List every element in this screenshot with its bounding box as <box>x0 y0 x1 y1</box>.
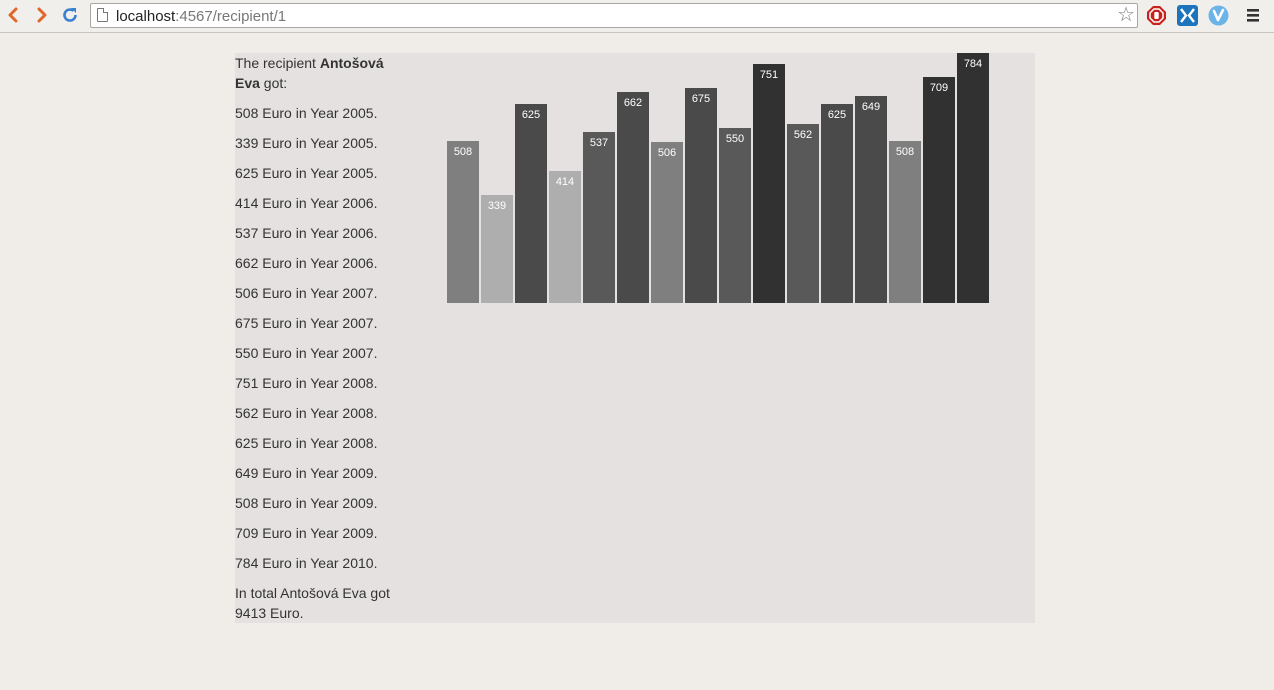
chart-bar <box>617 92 649 303</box>
bar-value-label: 562 <box>794 129 812 141</box>
forward-icon[interactable] <box>32 5 52 25</box>
entry-line: 662 Euro in Year 2006. <box>235 255 378 271</box>
bar-value-label: 709 <box>930 82 948 94</box>
entry-line: 550 Euro in Year 2007. <box>235 345 378 361</box>
vimium-icon[interactable] <box>1208 5 1229 26</box>
chart-bar <box>515 104 547 303</box>
chart-bar <box>651 142 683 303</box>
recipient-text: The recipient Antošová Eva got: 508 Euro… <box>235 53 405 633</box>
bar-value-label: 550 <box>726 133 744 145</box>
entry-line: 649 Euro in Year 2009. <box>235 465 378 481</box>
recipient-name: Antošová Eva <box>235 55 384 91</box>
chart-bar <box>821 104 853 303</box>
extension-icon[interactable] <box>1177 5 1198 26</box>
bar-value-label: 414 <box>556 176 574 188</box>
entry-line: 339 Euro in Year 2005. <box>235 135 378 151</box>
bar-value-label: 339 <box>488 200 506 212</box>
bar-value-label: 508 <box>454 146 472 158</box>
entry-line: 537 Euro in Year 2006. <box>235 225 378 241</box>
entry-line: 709 Euro in Year 2009. <box>235 525 378 541</box>
chart-bar <box>719 128 751 303</box>
chart-bar <box>923 77 955 303</box>
bar-value-label: 662 <box>624 97 642 109</box>
chart-bar <box>855 96 887 303</box>
entry-line: 625 Euro in Year 2008. <box>235 435 378 451</box>
chart-bar <box>957 53 989 303</box>
chart-bar <box>583 132 615 303</box>
entry-line: 751 Euro in Year 2008. <box>235 375 378 391</box>
bar-chart: 508 339 625 414 537 662 506 675 550 751 562 625 649 5… <box>447 53 989 303</box>
chart-bar <box>685 88 717 303</box>
browser-toolbar: localhost:4567/recipient/1 ☆ <box>0 0 1274 33</box>
bar-value-label: 625 <box>522 109 540 121</box>
intro-line: The recipient Antošová Eva got: <box>235 55 384 91</box>
bar-value-label: 506 <box>658 147 676 159</box>
entry-line: 506 Euro in Year 2007. <box>235 285 378 301</box>
chart-bar <box>889 141 921 303</box>
bar-value-label: 751 <box>760 69 778 81</box>
chart-bar <box>549 171 581 303</box>
chart-bar <box>447 141 479 303</box>
back-icon[interactable] <box>3 5 23 25</box>
adblock-icon[interactable] <box>1146 5 1167 26</box>
star-icon[interactable]: ☆ <box>1117 4 1135 26</box>
chart-bar <box>481 195 513 303</box>
bar-value-label: 537 <box>590 137 608 149</box>
entry-line: 625 Euro in Year 2005. <box>235 165 378 181</box>
chart-bar <box>753 64 785 303</box>
entry-line: 508 Euro in Year 2005. <box>235 105 378 121</box>
entry-line: 414 Euro in Year 2006. <box>235 195 378 211</box>
entries-list: 508 Euro in Year 2005. 339 Euro in Year 2… <box>235 103 405 573</box>
entry-line: 562 Euro in Year 2008. <box>235 405 378 421</box>
chart-bar <box>787 124 819 303</box>
bar-value-label: 508 <box>896 146 914 158</box>
page-icon <box>97 8 108 22</box>
entry-line: 784 Euro in Year 2010. <box>235 555 378 571</box>
content-panel: The recipient Antošová Eva got: 508 Euro… <box>235 53 1035 623</box>
bar-value-label: 784 <box>964 58 982 70</box>
entry-line: 675 Euro in Year 2007. <box>235 315 378 331</box>
entry-line: 508 Euro in Year 2009. <box>235 495 378 511</box>
menu-icon[interactable] <box>1243 5 1264 26</box>
address-bar[interactable]: localhost:4567/recipient/1 ☆ <box>90 3 1138 28</box>
total-line: In total Antošová Eva got 9413 Euro. <box>235 585 390 621</box>
bar-value-label: 649 <box>862 101 880 113</box>
url-text: localhost:4567/recipient/1 <box>116 8 287 25</box>
reload-icon[interactable] <box>60 5 80 25</box>
bar-value-label: 625 <box>828 109 846 121</box>
bar-value-label: 675 <box>692 93 710 105</box>
